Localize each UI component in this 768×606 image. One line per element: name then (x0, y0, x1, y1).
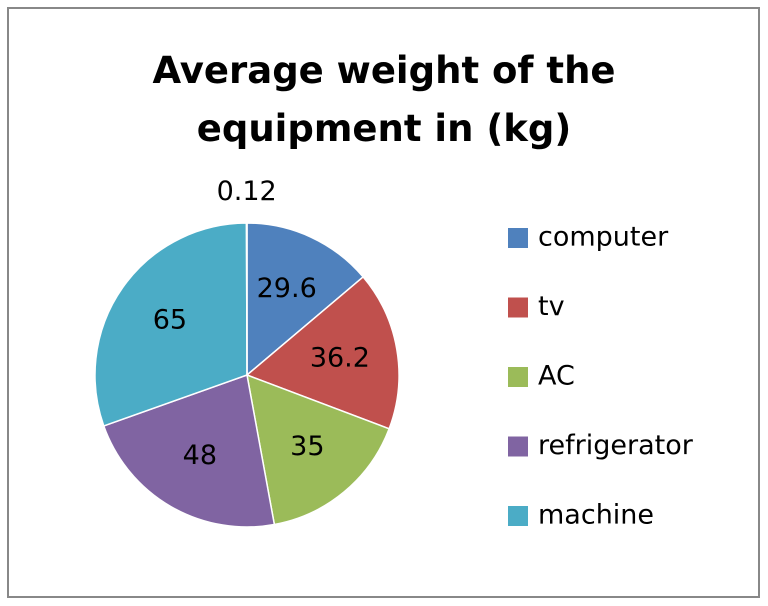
pie-slice (94, 222, 248, 427)
pie-slice (245, 275, 400, 430)
legend-label: AC (538, 361, 575, 392)
legend-label: tv (538, 291, 565, 322)
pie-slice (246, 222, 365, 377)
legend-label: computer (538, 222, 669, 253)
data-label: 48 (183, 440, 217, 471)
legend-swatch (508, 228, 528, 248)
pie-slice (246, 373, 391, 526)
pie-slice (245, 222, 248, 376)
data-label: 0.12 (217, 176, 277, 207)
legend-swatch (508, 297, 528, 318)
data-label: 35 (290, 431, 324, 462)
legend-swatch (508, 367, 528, 387)
pie-slice (102, 373, 276, 528)
chart-title: Average weight of the equipment in (kg) (152, 49, 616, 150)
data-label: 36.2 (310, 343, 370, 374)
legend-swatch (508, 506, 528, 526)
legend-label: machine (538, 500, 654, 531)
data-label: 29.6 (257, 273, 317, 304)
legend-label: refrigerator (538, 430, 694, 461)
legend-swatch (508, 436, 528, 457)
data-label: 65 (153, 304, 187, 335)
